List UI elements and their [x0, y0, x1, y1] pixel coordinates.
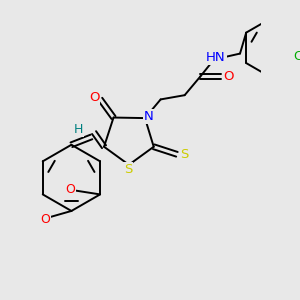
Text: O: O [223, 70, 233, 83]
Text: N: N [144, 110, 153, 123]
Text: S: S [180, 148, 188, 161]
Text: HN: HN [206, 51, 226, 64]
Text: O: O [40, 213, 50, 226]
Text: H: H [74, 124, 83, 136]
Text: O: O [89, 91, 99, 104]
Text: Cl: Cl [293, 50, 300, 63]
Text: O: O [65, 183, 75, 196]
Text: S: S [124, 163, 132, 176]
